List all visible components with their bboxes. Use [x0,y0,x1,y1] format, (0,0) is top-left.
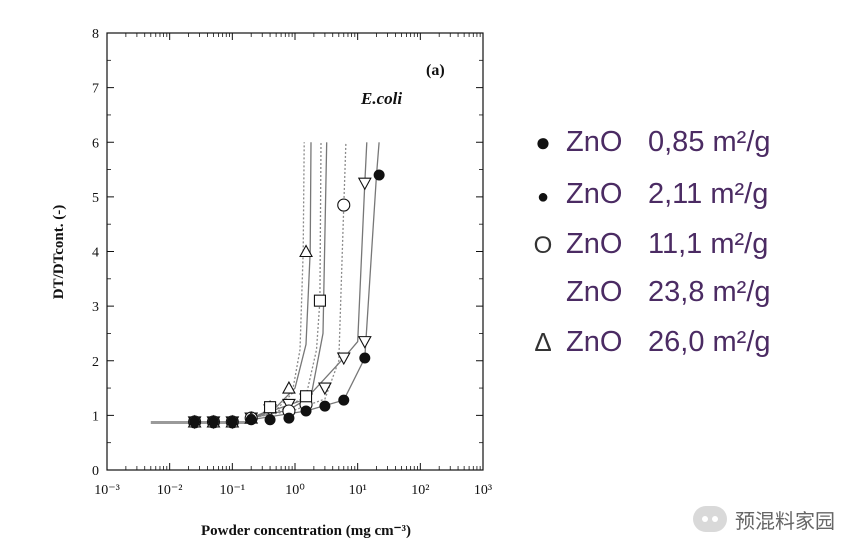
data-point-filled-circle [189,416,201,428]
data-point-filled-circle [338,394,350,406]
x-tick-label: 10¹ [349,483,367,498]
x-tick-label: 10⁻¹ [220,483,246,498]
y-tick-label: 3 [92,300,99,315]
chat-bubble-icon [693,506,727,532]
watermark-text: 预混料家园 [735,508,835,533]
data-point-filled-circle [245,414,257,426]
y-axis-title: DT/DTcont. (-) [51,205,67,299]
data-point-down-triangle [357,177,372,191]
legend-item: Δ ZnO 26,0 m²/g [528,322,771,362]
data-point-filled-circle [226,416,238,428]
legend-value: 26,0 m²/g [648,325,771,358]
data-point-open-circle [337,198,351,212]
legend-value: 2,11 m²/g [648,177,769,210]
legend-symbol: Δ [534,326,552,357]
fit-curve [251,142,328,419]
panel-label: (a) [426,62,445,79]
y-tick-label: 1 [92,409,99,424]
data-point-open-square [264,401,277,414]
data-point-open-square [299,390,313,403]
data-point-up-triangle [282,380,296,394]
data-point-filled-circle [264,414,276,426]
legend-value: 23,8 m²/g [648,275,771,308]
legend-marker [528,276,558,309]
fit-curve [250,142,368,419]
legend-item: O ZnO 11,1 m²/g [528,224,769,264]
watermark: 预混料家园 [693,505,835,533]
data-markers [187,169,385,430]
legend-item: ● ZnO 0,85 m²/g [528,122,771,162]
y-tick-label: 5 [92,191,99,206]
plot-axes: 10⁻³ 10⁻² 10⁻¹ 10⁰ 10¹ 10² 10³ 0 1 2 3 4 5 6 7 8 [92,27,492,498]
data-point-down-triangle [336,352,351,366]
organism-label: E.coli [360,89,402,108]
fit-curve [250,142,312,419]
y-tick-label: 2 [92,355,99,370]
x-tick-label: 10⁻² [157,483,183,498]
legend-marker: ● [528,178,558,211]
data-point-down-triangle [317,382,332,396]
legend-item: ● ZnO 2,11 m²/g [528,174,768,214]
data-point-filled-circle [283,412,295,424]
data-point-filled-circle [207,416,219,428]
legend-name: ZnO [566,125,623,158]
data-point-down-triangle [357,336,372,349]
legend-marker: Δ [528,326,558,359]
fit-curves [250,142,380,421]
y-tick-label: 4 [92,246,99,261]
plot-frame [106,32,484,471]
legend-name: ZnO [566,227,623,260]
x-tick-label: 10⁻³ [94,483,120,498]
legend-item: ZnO 23,8 m²/g [528,272,771,312]
data-point-filled-circle [319,400,331,412]
legend-value: 0,85 m²/g [648,125,771,158]
fit-curve [251,142,347,419]
y-tick-label: 6 [92,136,99,151]
legend-name: ZnO [566,177,623,210]
legend-name: ZnO [566,275,623,308]
legend-symbol: O [533,231,553,259]
data-point-up-triangle [299,244,313,258]
legend-value: 11,1 m²/g [648,227,769,260]
data-point-filled-circle [300,405,312,417]
fit-curve [250,142,305,419]
data-point-filled-circle [373,169,385,181]
x-tick-label: 10² [411,483,429,498]
data-point-open-square [313,294,326,307]
data-point-filled-circle [359,352,371,364]
y-tick-label: 8 [92,27,99,42]
y-tick-label: 7 [92,82,99,97]
legend-marker: O [528,228,558,261]
legend-symbol: ● [536,185,550,208]
legend-name: ZnO [566,325,623,358]
x-tick-label: 10⁰ [285,483,305,498]
legend-symbol: ● [535,126,551,157]
legend-marker: ● [528,126,558,159]
x-axis-title: Powder concentration (mg cm⁻³) [201,523,411,539]
y-tick-label: 0 [92,464,99,479]
x-tick-label: 10³ [474,483,492,498]
fit-curve [251,142,380,421]
